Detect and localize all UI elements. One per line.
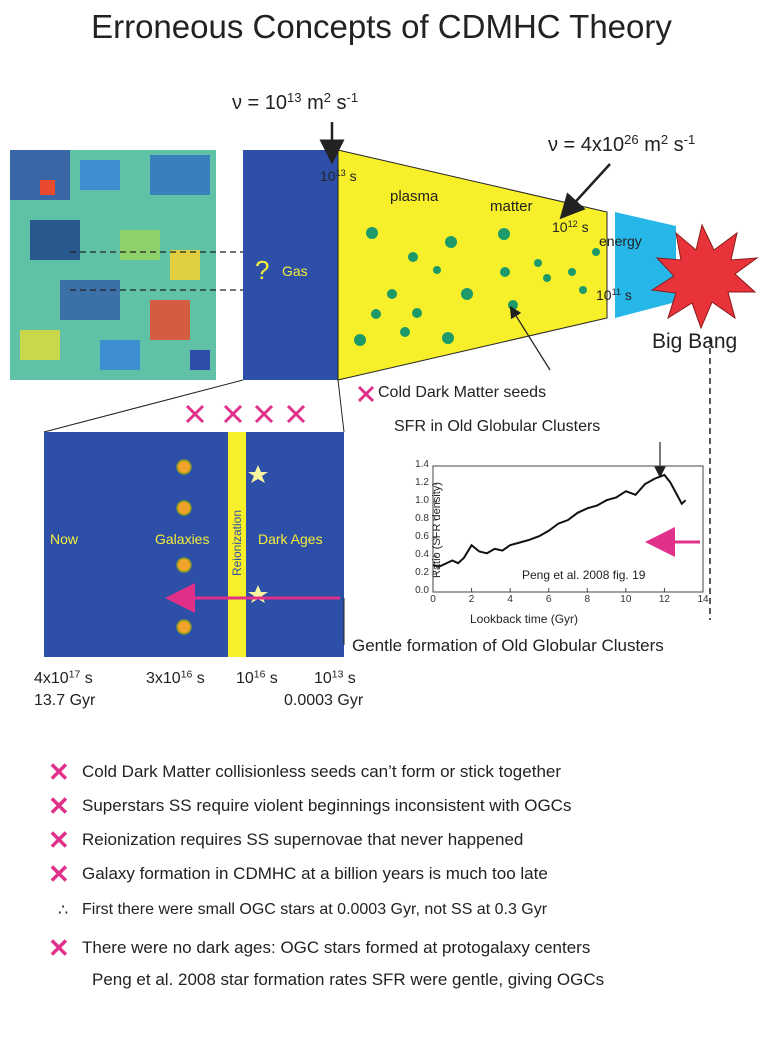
y-tick-label: 0.6 [415, 531, 429, 542]
cross-icon: ✕ [48, 859, 70, 889]
y-tick-label: 1.4 [415, 459, 429, 470]
big-bang-burst [650, 223, 759, 330]
y-tick-label: 0.0 [415, 585, 429, 596]
x-tick-label: 8 [584, 594, 591, 605]
y-tick-label: 0.8 [415, 513, 429, 524]
x-tick-label: 10 [620, 594, 632, 605]
time-label-12: 1012 s [552, 219, 589, 235]
bullet-item: ✕ Reionization requires SS supernovae tha… [48, 825, 524, 855]
x-tick-label: 14 [697, 594, 709, 605]
chart-frame [432, 465, 704, 593]
axis-time-2: 3x1016 s [146, 669, 205, 687]
time-label-11: 1011 s [596, 287, 632, 303]
time-label-13: 1013 s [320, 168, 357, 184]
cdm-seeds [354, 227, 600, 346]
bullet-item: Peng et al. 2008 star formation rates SF… [92, 970, 605, 989]
energy-label: energy [599, 233, 642, 249]
x-tick-label: 2 [468, 594, 475, 605]
y-tick-label: 1.0 [415, 495, 429, 506]
timeline-box [44, 432, 344, 657]
axis-time-4: 1013 s [314, 669, 356, 687]
cdm-seeds-cross-icon [357, 385, 375, 403]
reionization-label: Reionization [230, 509, 244, 577]
axis-time-3: 1016 s [236, 669, 278, 687]
cross-icon: ✕ [48, 933, 70, 963]
axis-gyr-1: 13.7 Gyr [34, 692, 96, 709]
gas-box [243, 150, 338, 380]
bullet-item: ∴ First there were small OGC stars at 0.0… [58, 901, 548, 919]
gas-label: Gas [282, 263, 308, 279]
gentle-formation-label: Gentle formation of Old Globular Cluster… [352, 636, 664, 655]
y-tick-label: 0.4 [415, 549, 429, 560]
x-tick-label: 0 [430, 594, 436, 605]
reionization-band [228, 432, 246, 657]
y-tick-label: 0.2 [415, 567, 429, 578]
chart-ylabel: Ratio (SFR density) [431, 482, 443, 578]
cross-icon: ✕ [48, 825, 70, 855]
now-label: Now [50, 531, 79, 547]
galaxy-dots [176, 459, 192, 635]
matter-label: matter [490, 198, 533, 215]
cmb-map [10, 150, 216, 380]
galaxies-label: Galaxies [155, 531, 210, 547]
plasma-label: plasma [390, 188, 439, 205]
cross-icon: ✕ [48, 757, 70, 787]
x-tick-label: 12 [658, 594, 670, 605]
x-tick-label: 4 [507, 594, 513, 605]
chart-xlabel: Lookback time (Gyr) [470, 612, 579, 626]
viscosity-right-label: ν = 4x1026 m2 s-1 [548, 131, 696, 156]
cdm-seeds-label: Cold Dark Matter seeds [378, 384, 547, 401]
axis-gyr-4: 0.0003 Gyr [284, 692, 364, 709]
y-tick-label: 1.2 [415, 477, 429, 488]
viscosity-left-label: ν = 1013 m2 s-1 [232, 89, 359, 114]
sfr-line [432, 473, 687, 568]
bullet-item: ✕ Cold Dark Matter collisionless seeds ca… [48, 757, 562, 787]
chart-annotation: Peng et al. 2008 fig. 19 [522, 568, 646, 582]
axis-time-1: 4x1017 s [34, 669, 93, 687]
page-title: Erroneous Concepts of CDMHC Theory [91, 8, 672, 45]
cross-icon: ✕ [48, 791, 70, 821]
sfr-label: SFR in Old Globular Clusters [394, 418, 601, 435]
dark-ages-label: Dark Ages [258, 531, 323, 547]
bullet-item: ✕ There were no dark ages: OGC stars form… [48, 933, 591, 963]
sfr-chart [432, 465, 704, 593]
bullet-item: ✕ Superstars SS require violent beginning… [48, 791, 572, 821]
x-tick-label: 6 [545, 594, 552, 605]
question-mark: ? [255, 255, 270, 285]
big-bang-label: Big Bang [652, 330, 738, 353]
plasma-region [337, 149, 608, 381]
therefore-icon: ∴ [58, 902, 69, 919]
bullet-item: ✕ Galaxy formation in CDMHC at a billion … [48, 859, 548, 889]
timeline-cross-icons [185, 404, 306, 424]
